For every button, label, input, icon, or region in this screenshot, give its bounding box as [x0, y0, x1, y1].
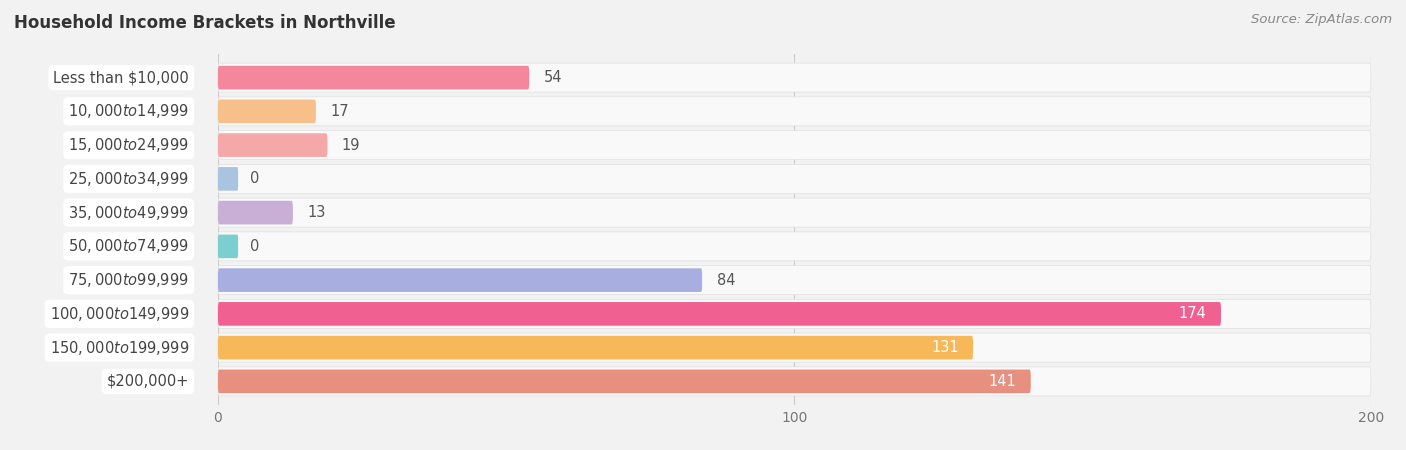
FancyBboxPatch shape: [218, 99, 316, 123]
FancyBboxPatch shape: [218, 201, 292, 225]
FancyBboxPatch shape: [218, 336, 973, 360]
Text: 0: 0: [250, 239, 259, 254]
Text: $50,000 to $74,999: $50,000 to $74,999: [69, 237, 188, 255]
FancyBboxPatch shape: [218, 299, 1371, 328]
Text: 174: 174: [1178, 306, 1206, 321]
Text: $100,000 to $149,999: $100,000 to $149,999: [49, 305, 188, 323]
Text: 141: 141: [988, 374, 1017, 389]
Text: 131: 131: [931, 340, 959, 355]
FancyBboxPatch shape: [218, 268, 702, 292]
Text: 13: 13: [308, 205, 326, 220]
FancyBboxPatch shape: [218, 63, 1371, 92]
FancyBboxPatch shape: [218, 198, 1371, 227]
Text: $15,000 to $24,999: $15,000 to $24,999: [69, 136, 188, 154]
FancyBboxPatch shape: [218, 367, 1371, 396]
FancyBboxPatch shape: [218, 266, 1371, 295]
Text: $200,000+: $200,000+: [107, 374, 188, 389]
FancyBboxPatch shape: [218, 234, 238, 258]
Text: 17: 17: [330, 104, 349, 119]
Text: Source: ZipAtlas.com: Source: ZipAtlas.com: [1251, 14, 1392, 27]
FancyBboxPatch shape: [218, 66, 529, 90]
Text: $35,000 to $49,999: $35,000 to $49,999: [69, 203, 188, 221]
FancyBboxPatch shape: [218, 302, 1220, 326]
Text: 19: 19: [342, 138, 360, 153]
Text: 54: 54: [544, 70, 562, 85]
FancyBboxPatch shape: [218, 164, 1371, 194]
Text: $10,000 to $14,999: $10,000 to $14,999: [69, 102, 188, 120]
FancyBboxPatch shape: [218, 232, 1371, 261]
FancyBboxPatch shape: [218, 130, 1371, 160]
Text: Household Income Brackets in Northville: Household Income Brackets in Northville: [14, 14, 395, 32]
FancyBboxPatch shape: [218, 167, 238, 191]
FancyBboxPatch shape: [218, 97, 1371, 126]
Text: Less than $10,000: Less than $10,000: [53, 70, 188, 85]
Text: 84: 84: [717, 273, 735, 288]
Text: $150,000 to $199,999: $150,000 to $199,999: [49, 338, 188, 356]
Text: 0: 0: [250, 171, 259, 186]
Text: $25,000 to $34,999: $25,000 to $34,999: [69, 170, 188, 188]
FancyBboxPatch shape: [218, 333, 1371, 362]
FancyBboxPatch shape: [218, 133, 328, 157]
Text: $75,000 to $99,999: $75,000 to $99,999: [69, 271, 188, 289]
FancyBboxPatch shape: [218, 369, 1031, 393]
